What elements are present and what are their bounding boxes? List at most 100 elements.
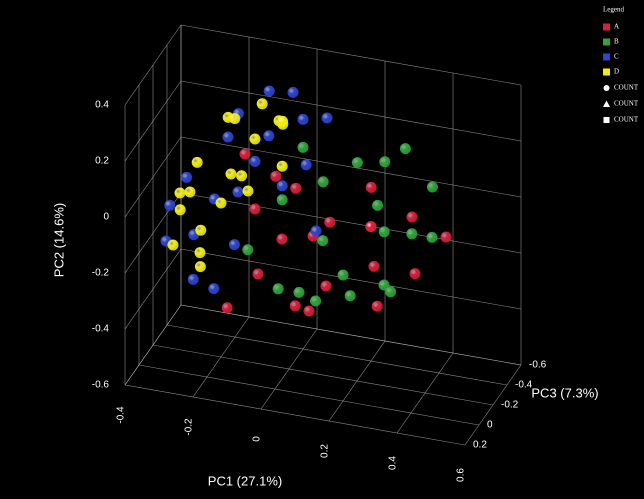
point xyxy=(187,273,199,285)
point xyxy=(426,181,438,193)
point xyxy=(293,286,305,298)
legend-swatch xyxy=(603,38,610,46)
legend-swatch xyxy=(603,68,610,76)
point xyxy=(365,181,377,193)
x-tick-label: 0.6 xyxy=(456,468,467,482)
x-tick-label: 0.2 xyxy=(320,444,331,458)
point xyxy=(365,221,377,233)
point xyxy=(252,268,264,280)
point xyxy=(242,185,254,197)
point xyxy=(276,180,288,192)
point xyxy=(184,186,196,198)
grid-line xyxy=(180,136,522,198)
point xyxy=(249,155,261,167)
point xyxy=(368,260,380,272)
point xyxy=(232,186,244,198)
point xyxy=(221,302,233,314)
grid-line xyxy=(180,192,522,254)
point xyxy=(174,204,186,216)
point xyxy=(321,112,333,124)
point xyxy=(344,290,356,302)
point xyxy=(371,300,383,312)
legend-swatch xyxy=(603,53,610,61)
legend-label: D xyxy=(614,68,619,76)
z-tick-label: -0.6 xyxy=(529,360,547,371)
point xyxy=(225,168,237,180)
point xyxy=(195,224,207,236)
points xyxy=(160,85,452,317)
point xyxy=(167,239,179,251)
point xyxy=(215,197,227,209)
point xyxy=(228,239,240,251)
grid-line xyxy=(152,344,494,406)
point xyxy=(242,244,254,256)
x-tick-label: -0.2 xyxy=(184,418,195,436)
point xyxy=(263,85,275,97)
point xyxy=(440,231,452,243)
legend-shape xyxy=(603,117,610,123)
z-tick-label: -0.4 xyxy=(515,380,533,391)
legend-label: COUNT xyxy=(614,100,639,108)
x-tick-label: 0.4 xyxy=(388,456,399,470)
point xyxy=(276,233,288,245)
grid-line xyxy=(124,384,466,446)
grid-line xyxy=(180,248,522,310)
point xyxy=(379,156,391,168)
point xyxy=(317,176,329,188)
point xyxy=(164,199,176,211)
point xyxy=(303,305,315,317)
y-tick-label: -0.2 xyxy=(92,268,110,279)
legend-title: Legend xyxy=(603,6,624,14)
z-tick-label: -0.2 xyxy=(501,400,519,411)
legend-label: A xyxy=(614,23,619,31)
point xyxy=(324,216,336,228)
y-tick-label: 0.2 xyxy=(95,156,109,167)
point xyxy=(409,268,421,280)
point xyxy=(239,148,251,160)
point xyxy=(399,143,411,155)
point xyxy=(310,295,322,307)
point xyxy=(208,283,220,295)
grid-line xyxy=(138,364,480,426)
legend-label: COUNT xyxy=(614,116,639,124)
point xyxy=(300,159,312,171)
point xyxy=(191,156,203,168)
point xyxy=(297,113,309,125)
point xyxy=(270,170,282,182)
point xyxy=(256,98,268,110)
point xyxy=(222,131,234,143)
point xyxy=(290,182,302,194)
point xyxy=(289,300,301,312)
point xyxy=(320,280,332,292)
point xyxy=(236,170,248,182)
z-axis-label: PC3 (7.3%) xyxy=(531,385,598,400)
grid-line xyxy=(180,24,522,86)
point xyxy=(229,113,241,125)
grid-line xyxy=(180,80,522,142)
point xyxy=(406,211,418,223)
point xyxy=(287,86,299,98)
legend-swatch xyxy=(603,23,610,31)
y-tick-label: 0 xyxy=(103,212,109,223)
point xyxy=(276,160,288,172)
y-tick-label: -0.4 xyxy=(92,324,110,335)
point xyxy=(337,269,349,281)
x-tick-label: -0.4 xyxy=(116,406,127,424)
legend-label: C xyxy=(614,53,619,61)
point xyxy=(426,231,438,243)
legend-label: COUNT xyxy=(614,84,639,92)
point xyxy=(194,261,206,273)
point xyxy=(272,283,284,295)
point xyxy=(249,133,261,145)
point xyxy=(372,199,384,211)
point xyxy=(181,171,193,183)
point xyxy=(263,130,275,142)
grid xyxy=(124,24,522,446)
point xyxy=(378,226,390,238)
point xyxy=(297,141,309,153)
y-axis-label: PC2 (14.6%) xyxy=(51,203,66,277)
point xyxy=(194,247,206,259)
legend-shape xyxy=(603,100,610,107)
